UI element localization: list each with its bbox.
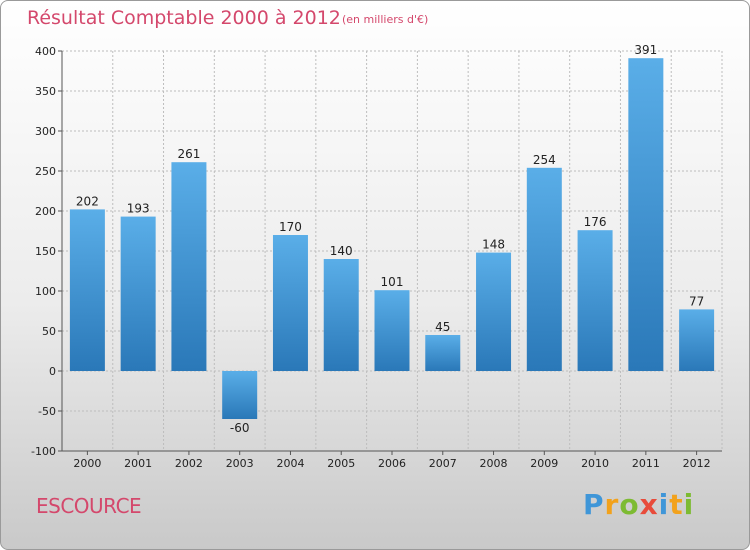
bar-2003: [222, 371, 258, 419]
commune-name: ESCOURCE: [36, 494, 142, 518]
bar-2012: [679, 309, 715, 371]
y-tick-label: 150: [35, 245, 56, 258]
data-label-2005: 140: [330, 244, 353, 258]
y-tick-label: 200: [35, 205, 56, 218]
y-tick-label: 100: [35, 285, 56, 298]
bar-2011: [628, 58, 664, 371]
y-tick-label: -50: [38, 405, 56, 418]
x-tick-label-2002: 2002: [175, 457, 203, 470]
bar-2002: [171, 162, 207, 371]
y-tick-label: 300: [35, 125, 56, 138]
y-tick-label: 50: [42, 325, 56, 338]
y-tick-label: 0: [49, 365, 56, 378]
x-tick-label-2000: 2000: [73, 457, 101, 470]
bars: [69, 58, 715, 419]
data-labels: 202 193 261 -60 170 140 101 45 148 254 176 391 77: [76, 43, 704, 435]
bar-2007: [425, 335, 461, 371]
x-tick-label-2004: 2004: [276, 457, 304, 470]
x-tick-label-2010: 2010: [581, 457, 609, 470]
data-label-2011: 391: [634, 43, 657, 57]
proxiti-logo[interactable]: Proxiti: [583, 488, 695, 521]
x-tick-label-2003: 2003: [226, 457, 254, 470]
data-label-2008: 148: [482, 238, 505, 252]
data-label-2012: 77: [689, 294, 704, 308]
bar-2006: [374, 290, 410, 371]
chart-title: Résultat Comptable 2000 à 2012: [27, 7, 341, 29]
x-tick-label-2012: 2012: [683, 457, 711, 470]
data-label-2010: 176: [584, 215, 607, 229]
data-label-2001: 193: [127, 202, 150, 216]
bar-2005: [323, 259, 359, 371]
chart-subtitle: (en milliers d'€): [342, 13, 429, 26]
grid-lines: [61, 50, 723, 452]
data-label-2007: 45: [435, 320, 450, 334]
y-tick-label: 250: [35, 165, 56, 178]
bar-2004: [272, 235, 308, 371]
data-label-2002: 261: [177, 147, 200, 161]
x-tick-label-2001: 2001: [124, 457, 152, 470]
data-label-2006: 101: [381, 275, 404, 289]
bar-2008: [476, 252, 512, 371]
y-tick-label: 400: [35, 45, 56, 58]
bar-2010: [577, 230, 613, 371]
x-tick-label-2008: 2008: [480, 457, 508, 470]
data-label-2000: 202: [76, 194, 99, 208]
y-tick-label: -100: [31, 445, 56, 458]
x-tick-label-2007: 2007: [429, 457, 457, 470]
data-label-2003: -60: [230, 421, 250, 435]
x-tick-label-2011: 2011: [632, 457, 660, 470]
bar-2009: [526, 167, 562, 371]
x-tick-label-2006: 2006: [378, 457, 406, 470]
y-tick-label: 350: [35, 85, 56, 98]
bar-2001: [120, 216, 156, 371]
x-tick-label-2009: 2009: [530, 457, 558, 470]
bar-2000: [69, 209, 105, 371]
x-tick-label-2005: 2005: [327, 457, 355, 470]
data-label-2009: 254: [533, 153, 556, 167]
axes: -100 -50 0 50 100 150 200 250 300 350 400 2000 2001 2…: [31, 45, 722, 470]
data-label-2004: 170: [279, 220, 302, 234]
